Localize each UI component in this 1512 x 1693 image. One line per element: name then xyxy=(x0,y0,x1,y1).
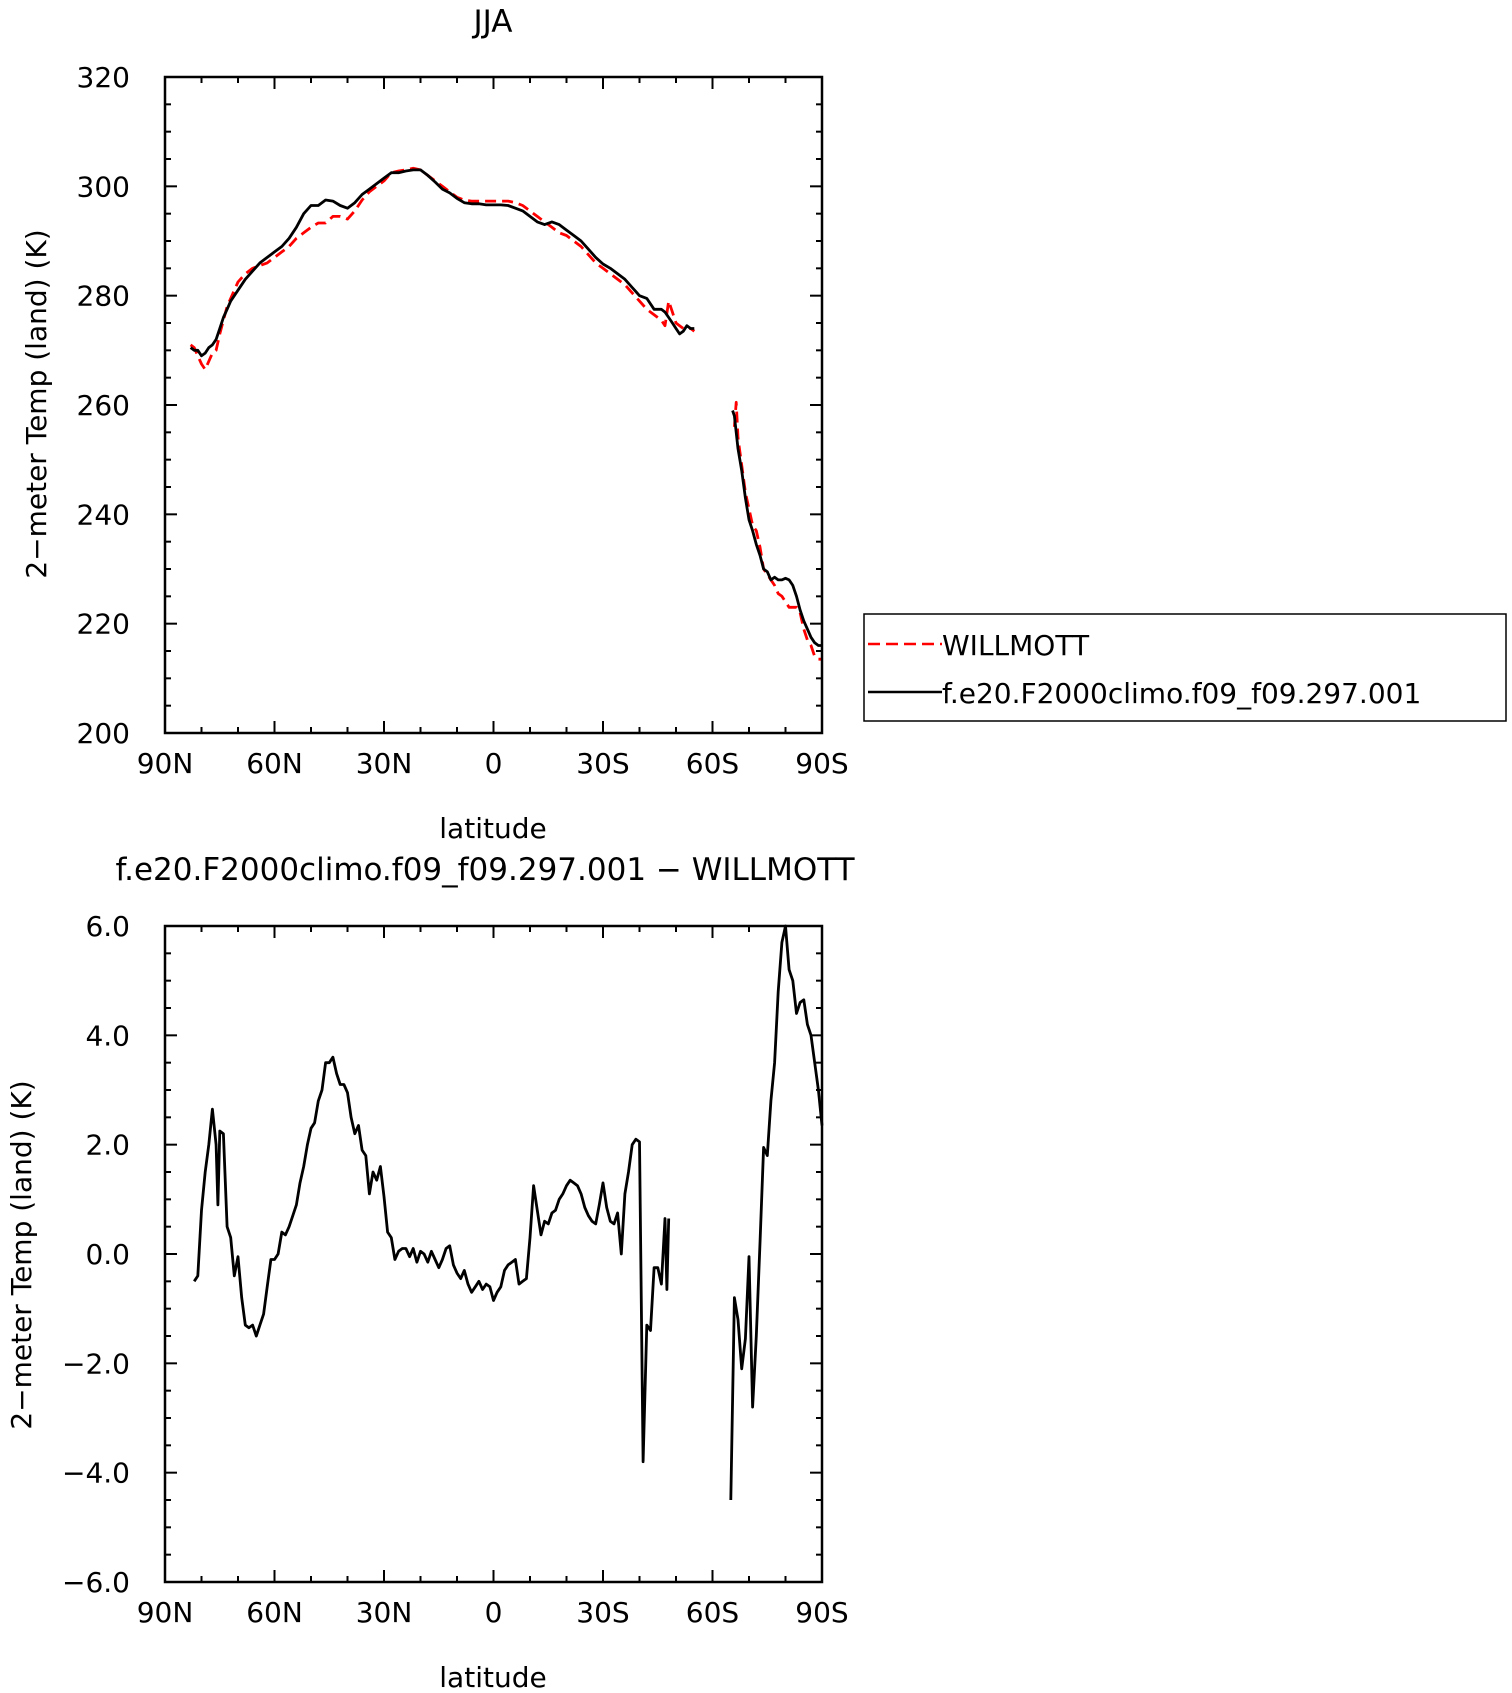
top-y-tick-label: 200 xyxy=(77,717,130,750)
top-chart-tick-labels: 90N 60N 30N 0 30S 60S 90S 200 220 240 260 280 300 320 xyxy=(77,61,849,780)
bottom-chart-tick-labels: 90N 60N 30N 0 30S 60S 90S −6.0 −4.0 −2.0 0.0 2.0 4.0… xyxy=(62,910,849,1629)
bottom-y-tick-label: −4.0 xyxy=(62,1457,130,1490)
top-chart-x-axis-label: latitude xyxy=(439,812,546,845)
top-y-tick-label: 320 xyxy=(77,61,130,94)
bottom-x-tick-label: 90N xyxy=(137,1596,194,1629)
top-chart-title: JJA xyxy=(472,4,513,40)
top-series-1-segment-1 xyxy=(731,410,822,647)
top-y-tick-label: 240 xyxy=(77,498,130,531)
top-y-tick-label: 260 xyxy=(77,389,130,422)
top-y-tick-label: 220 xyxy=(77,608,130,641)
bottom-x-tick-label: 60N xyxy=(246,1596,303,1629)
bottom-y-tick-label: 0.0 xyxy=(85,1238,130,1271)
top-x-tick-label: 0 xyxy=(485,747,503,780)
bottom-x-tick-label: 30S xyxy=(576,1596,629,1629)
bottom-chart-plot-area xyxy=(193,924,824,1501)
legend: WILLMOTT f.e20.F2000climo.f09_f09.297.00… xyxy=(863,613,1507,722)
bottom-x-tick-label: 90S xyxy=(795,1596,848,1629)
bottom-chart-frame xyxy=(163,924,824,1584)
top-chart-y-axis-label: 2−meter Temp (land) (K) xyxy=(20,229,53,578)
bottom-y-tick-label: −6.0 xyxy=(62,1566,130,1599)
bottom-x-tick-label: 30N xyxy=(356,1596,413,1629)
top-chart-frame xyxy=(163,75,824,735)
top-chart-ticks xyxy=(164,76,823,734)
bottom-series-0-segment-1 xyxy=(729,924,824,1501)
top-series-0-segment-0 xyxy=(189,166,696,371)
top-x-tick-label: 30S xyxy=(576,747,629,780)
top-series-0-segment-1 xyxy=(733,400,822,661)
legend-model-label: f.e20.F2000climo.f09_f09.297.001 xyxy=(942,677,1421,710)
bottom-y-tick-label: 6.0 xyxy=(85,910,130,943)
bottom-chart-y-axis-label: 2−meter Temp (land) (K) xyxy=(5,1080,38,1429)
top-y-tick-label: 280 xyxy=(77,280,130,313)
bottom-series-0-segment-0 xyxy=(193,1055,671,1464)
bottom-y-tick-label: 2.0 xyxy=(85,1129,130,1162)
top-x-tick-label: 60N xyxy=(246,747,303,780)
bottom-chart: f.e20.F2000climo.f09_f09.297.001 − WILLM… xyxy=(5,852,856,1693)
bottom-chart-title: f.e20.F2000climo.f09_f09.297.001 − WILLM… xyxy=(115,852,855,888)
top-x-tick-label: 90S xyxy=(795,747,848,780)
bottom-chart-x-axis-label: latitude xyxy=(439,1661,546,1693)
top-chart: JJA 2−meter Temp (land) (K) latitude 90N… xyxy=(20,4,1507,845)
bottom-x-tick-label: 60S xyxy=(686,1596,739,1629)
top-x-tick-label: 60S xyxy=(686,747,739,780)
top-chart-plot-area xyxy=(189,166,822,661)
bottom-chart-ticks xyxy=(164,925,823,1583)
top-y-tick-label: 300 xyxy=(77,170,130,203)
legend-box xyxy=(863,613,1507,722)
bottom-y-tick-label: −2.0 xyxy=(62,1347,130,1380)
bottom-x-tick-label: 0 xyxy=(485,1596,503,1629)
top-x-tick-label: 30N xyxy=(356,747,413,780)
legend-willmott-label: WILLMOTT xyxy=(942,629,1090,662)
top-x-tick-label: 90N xyxy=(137,747,194,780)
bottom-y-tick-label: 4.0 xyxy=(85,1019,130,1052)
top-series-1-segment-0 xyxy=(189,168,695,358)
